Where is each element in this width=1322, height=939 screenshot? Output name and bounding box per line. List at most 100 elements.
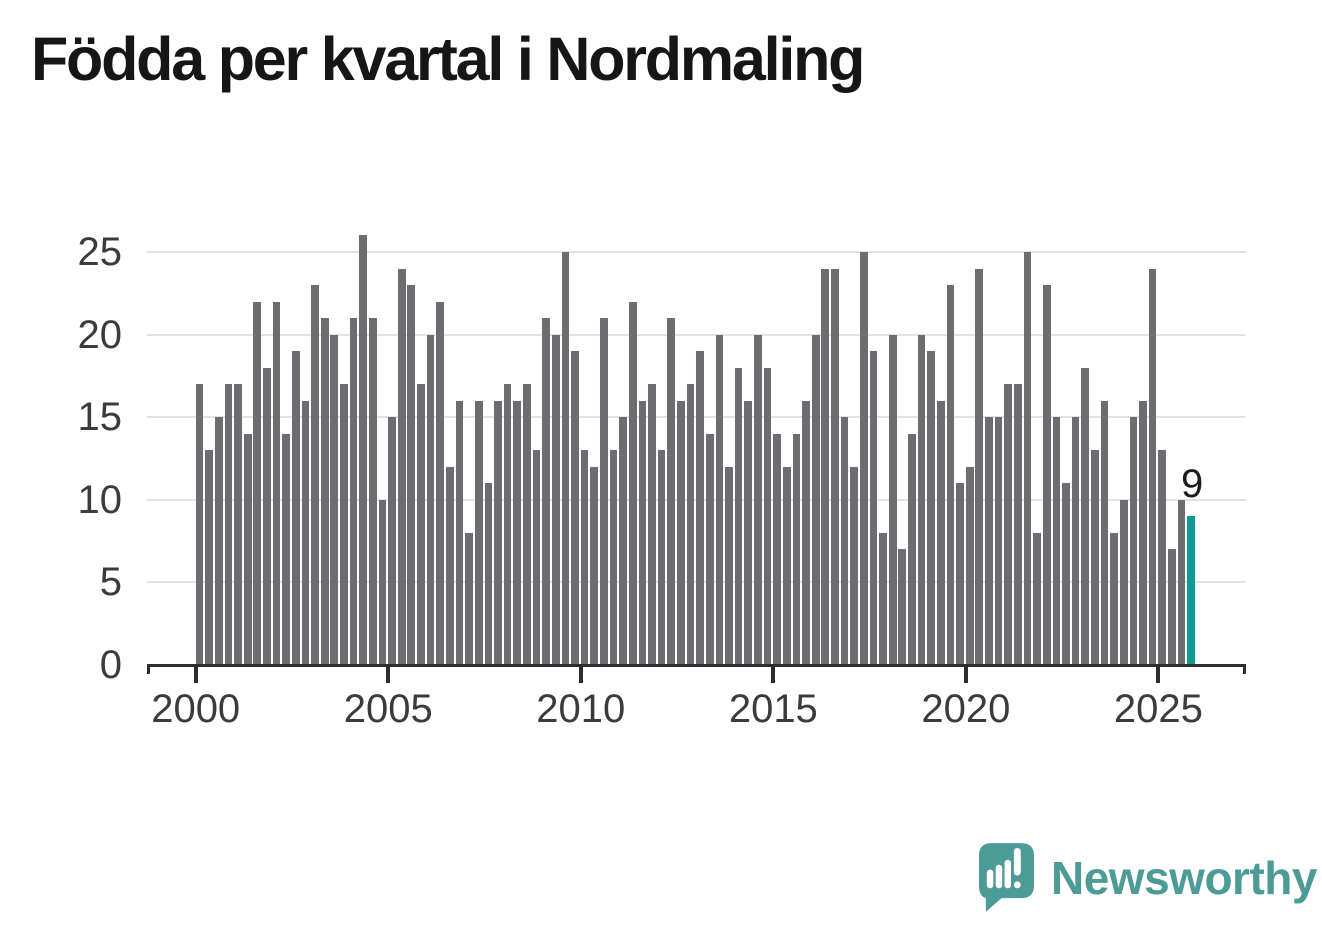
bar xyxy=(840,417,849,665)
bar xyxy=(869,351,878,665)
x-tick xyxy=(963,665,968,683)
bar xyxy=(436,301,445,665)
bar xyxy=(936,400,945,665)
bar xyxy=(965,466,974,665)
bar xyxy=(811,334,820,665)
bar xyxy=(628,301,637,665)
x-axis-line xyxy=(147,664,1246,667)
bar xyxy=(850,466,859,665)
bar xyxy=(994,417,1003,665)
bar xyxy=(946,285,955,665)
bar xyxy=(291,351,300,665)
bar xyxy=(417,384,425,665)
bar xyxy=(975,268,984,665)
bar xyxy=(879,532,887,665)
bar xyxy=(888,334,897,665)
bar xyxy=(214,417,223,665)
bar xyxy=(426,334,435,665)
bar xyxy=(580,450,589,665)
bar xyxy=(705,433,714,665)
bar xyxy=(349,318,358,665)
bar xyxy=(561,252,570,665)
bar xyxy=(368,318,377,665)
gridline xyxy=(147,251,1246,253)
bar xyxy=(696,351,704,665)
bar xyxy=(908,433,916,665)
bar xyxy=(754,334,762,665)
bar xyxy=(763,367,772,665)
bar xyxy=(600,318,608,665)
bar xyxy=(782,466,791,665)
bar xyxy=(513,400,522,665)
bar xyxy=(195,384,204,665)
bar xyxy=(734,367,743,665)
bar xyxy=(590,466,599,665)
x-tick-label: 2010 xyxy=(536,687,626,731)
axis-end-tick xyxy=(147,665,150,674)
y-tick-label: 5 xyxy=(99,560,122,605)
bar xyxy=(1004,384,1013,665)
y-tick-label: 0 xyxy=(99,643,122,687)
bar xyxy=(609,450,618,665)
bar xyxy=(484,483,493,665)
bar xyxy=(205,450,213,665)
bar xyxy=(234,384,242,665)
bar xyxy=(523,384,531,665)
bar xyxy=(320,318,329,665)
y-tick-label: 20 xyxy=(77,312,123,357)
bar xyxy=(1081,367,1090,665)
bar xyxy=(330,334,339,665)
bar xyxy=(917,334,926,665)
y-tick-label: 25 xyxy=(77,230,123,274)
bar xyxy=(1033,532,1041,665)
bar xyxy=(1091,450,1099,665)
bar xyxy=(773,433,781,665)
bar xyxy=(956,483,964,665)
bar xyxy=(301,400,310,665)
bar xyxy=(667,318,676,665)
bar-value-label: 9 xyxy=(1181,462,1204,507)
bar xyxy=(1110,532,1118,665)
bar xyxy=(1013,384,1022,665)
gridline xyxy=(147,333,1246,336)
bar xyxy=(648,384,656,665)
page-title: Födda per kvartal i Nordmaling xyxy=(31,25,865,93)
bar xyxy=(253,301,262,665)
bar xyxy=(407,285,416,665)
bar xyxy=(224,384,233,665)
bar xyxy=(831,268,839,665)
x-tick xyxy=(386,665,391,683)
bar xyxy=(1177,499,1186,665)
bar xyxy=(1052,417,1061,665)
bar xyxy=(465,532,473,665)
bar xyxy=(551,334,560,665)
bar xyxy=(715,334,724,665)
bar xyxy=(859,252,868,665)
bar xyxy=(1100,400,1109,665)
bar xyxy=(1062,483,1070,665)
bar xyxy=(263,367,271,665)
bar xyxy=(282,433,291,665)
bar xyxy=(927,351,936,665)
bar xyxy=(821,268,830,665)
bar xyxy=(1158,450,1167,665)
bar xyxy=(619,417,627,665)
x-tick-label: 2000 xyxy=(151,687,241,731)
bar xyxy=(311,285,319,665)
bar xyxy=(985,417,993,665)
bar xyxy=(571,351,579,665)
bar xyxy=(638,400,647,665)
bar xyxy=(494,400,502,665)
x-tick xyxy=(771,665,776,683)
bar xyxy=(744,400,753,665)
x-tick-label: 2020 xyxy=(921,687,1011,731)
bar xyxy=(359,235,368,665)
x-tick xyxy=(193,665,198,683)
bar xyxy=(686,384,695,665)
bar xyxy=(243,433,252,665)
bar xyxy=(474,400,483,665)
bar xyxy=(1139,400,1147,665)
y-tick-label: 15 xyxy=(77,395,123,440)
